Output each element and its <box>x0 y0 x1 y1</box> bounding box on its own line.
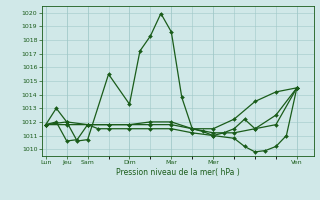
X-axis label: Pression niveau de la mer( hPa ): Pression niveau de la mer( hPa ) <box>116 168 239 177</box>
